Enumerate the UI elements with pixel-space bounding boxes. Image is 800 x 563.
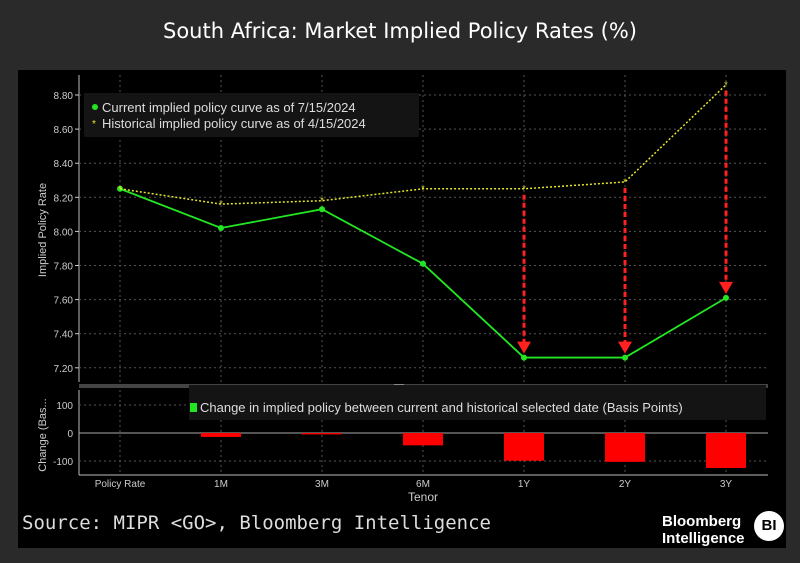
change-bar xyxy=(201,433,241,437)
historical-point: * xyxy=(219,199,223,209)
change-bar xyxy=(403,433,443,446)
y-tick-label: 7.60 xyxy=(54,296,74,307)
x-tick-label: 1Y xyxy=(518,479,531,490)
source-note: Source: MIPR <GO>, Bloomberg Intelligenc… xyxy=(22,512,491,534)
bi-badge-icon: BI xyxy=(754,511,784,541)
y-tick-label: 7.40 xyxy=(54,330,74,341)
legend-marker-current xyxy=(92,104,98,110)
change-bar xyxy=(504,433,544,461)
x-axis-title: Tenor xyxy=(408,490,438,504)
current-point xyxy=(218,224,224,231)
bloomberg-logo: Bloomberg Intelligence xyxy=(662,513,745,547)
x-tick-label: 2Y xyxy=(619,479,632,490)
x-tick-label: 3M xyxy=(315,479,329,490)
logo-line1: Bloomberg xyxy=(662,513,742,530)
x-tick-label: 3Y xyxy=(720,479,733,490)
y-tick-label: 7.20 xyxy=(54,364,74,375)
legend-box-bottom xyxy=(189,385,766,420)
change-arrow-head xyxy=(517,341,531,354)
change-bar xyxy=(302,433,342,435)
chart-svg: 7.20 7.40 7.60 7.80 8.00 8.20 8.40 8.60 8.80 Impl… xyxy=(37,75,768,504)
historical-point: * xyxy=(320,196,324,206)
series-line-current xyxy=(119,187,727,359)
y-axis-title: Implied Policy Rate xyxy=(37,183,49,277)
x-tick-label: 1M xyxy=(214,479,228,490)
current-point xyxy=(420,260,426,267)
historical-point: * xyxy=(724,80,728,90)
chart-panel: 7.20 7.40 7.60 7.80 8.00 8.20 8.40 8.60 8.80 Impl… xyxy=(18,70,786,548)
x-tick-label: Policy Rate xyxy=(95,479,146,490)
y-tick-label: 8.80 xyxy=(54,91,74,102)
historical-point: * xyxy=(118,184,122,194)
legend-box xyxy=(84,93,419,137)
historical-point: * xyxy=(421,184,425,194)
legend-label: Current implied policy curve as of 7/15/… xyxy=(102,100,356,115)
current-point xyxy=(521,354,527,361)
legend-marker-historical: * xyxy=(92,119,96,130)
y-tick-label: 8.20 xyxy=(54,193,74,204)
legend-label: Change in implied policy between current… xyxy=(200,400,683,415)
change-bar xyxy=(605,433,645,462)
series-line-historical xyxy=(119,84,727,205)
y-tick-label: 100 xyxy=(56,401,73,412)
chart-title: South Africa: Market Implied Policy Rate… xyxy=(163,19,637,43)
x-tick-label: 6M xyxy=(416,479,430,490)
current-point xyxy=(723,294,729,301)
y-tick-label: 7.80 xyxy=(54,262,74,273)
historical-point: * xyxy=(623,177,627,187)
y-tick-label: -100 xyxy=(53,457,73,468)
y-tick-label: 0 xyxy=(67,429,73,440)
current-point xyxy=(319,206,325,213)
current-point xyxy=(622,354,628,361)
change-arrow-head xyxy=(618,341,632,354)
historical-point: * xyxy=(522,184,526,194)
y-tick-label: 8.00 xyxy=(54,227,74,238)
y-axis-title-bottom: Change (Bas... xyxy=(37,398,49,471)
y-tick-label: 8.40 xyxy=(54,159,74,170)
change-bar xyxy=(706,433,746,468)
legend-marker-change xyxy=(190,403,197,412)
current-point xyxy=(117,185,123,192)
logo-line2: Intelligence xyxy=(662,530,745,547)
y-tick-label: 8.60 xyxy=(54,125,74,136)
change-arrow-head xyxy=(719,281,733,294)
legend-label: Historical implied policy curve as of 4/… xyxy=(102,116,366,131)
